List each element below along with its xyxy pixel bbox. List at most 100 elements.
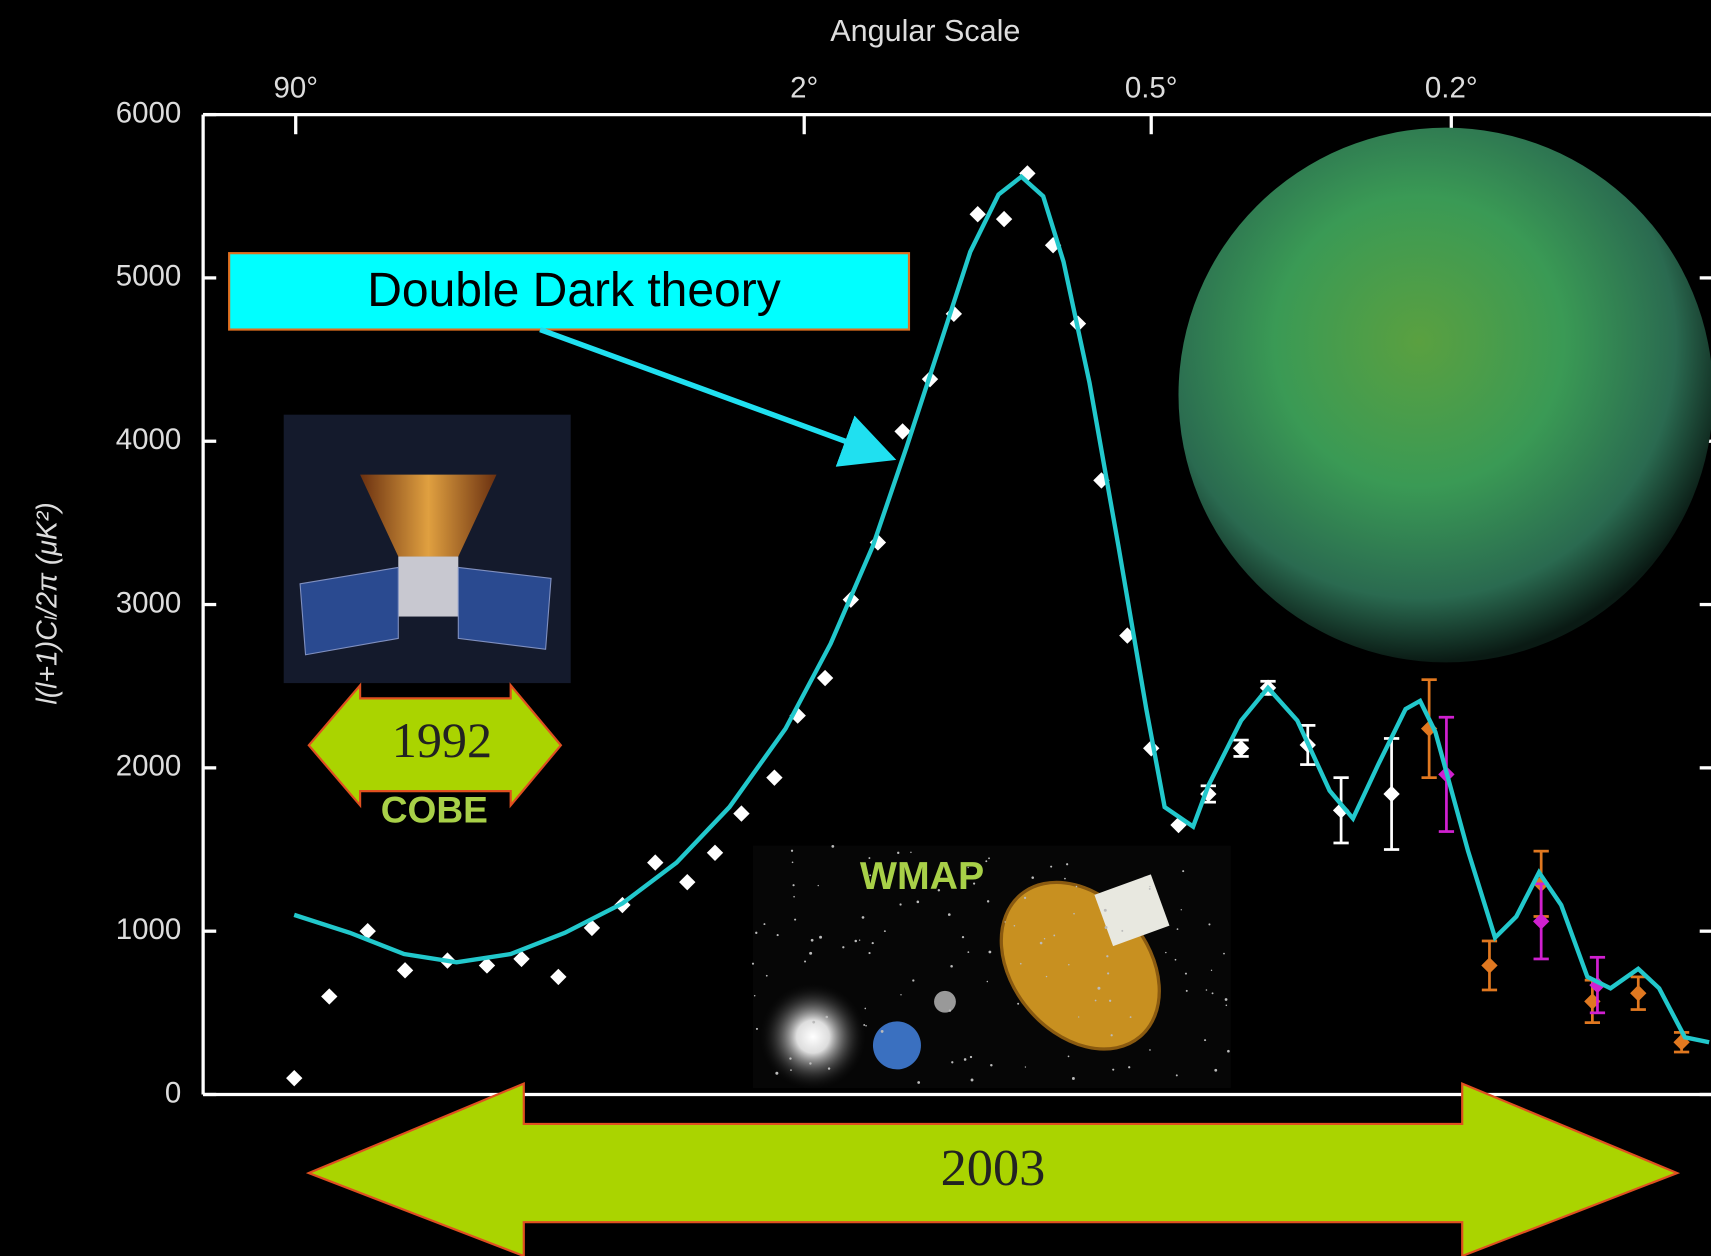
x-tick-label: 90° [273, 71, 318, 104]
star [880, 1030, 884, 1033]
star [1053, 934, 1056, 937]
star [1094, 999, 1097, 1002]
star [869, 874, 872, 877]
star [1185, 989, 1188, 992]
star [1112, 1068, 1115, 1071]
data-point [1383, 785, 1400, 803]
star [1013, 924, 1016, 927]
data-point [1232, 740, 1250, 757]
star [1227, 1049, 1230, 1053]
star [868, 857, 871, 860]
star [1182, 870, 1185, 873]
star [827, 1067, 831, 1070]
star [1149, 885, 1151, 888]
wmap-label: WMAP [860, 854, 984, 898]
star [1148, 887, 1151, 890]
star [1107, 972, 1110, 975]
star [793, 895, 795, 898]
star [948, 1009, 952, 1012]
star [1121, 929, 1124, 932]
star [1068, 963, 1070, 966]
star [789, 1057, 792, 1060]
cobe-label: COBE [381, 789, 488, 831]
y-axis-title: l(l+1)Cₗ/2π (μK²) [32, 502, 64, 704]
star [1075, 885, 1078, 888]
star [792, 884, 795, 887]
star [973, 882, 976, 885]
star [804, 960, 807, 963]
star [910, 851, 912, 854]
star [899, 903, 902, 906]
star [1129, 1016, 1132, 1019]
star [755, 1027, 759, 1030]
y-tick-label: 1000 [116, 913, 182, 946]
star [883, 930, 886, 933]
star [1110, 1034, 1113, 1037]
y-tick-label: 3000 [116, 586, 182, 619]
star [1043, 938, 1046, 940]
star [825, 1015, 829, 1019]
star [1066, 863, 1069, 866]
star [765, 974, 768, 977]
y-tick-label: 2000 [116, 750, 182, 783]
star [776, 934, 779, 937]
star [812, 1020, 816, 1024]
star [810, 938, 814, 942]
star [1017, 1002, 1020, 1005]
theory-arrow [539, 326, 897, 467]
star [951, 1061, 954, 1064]
star [1073, 912, 1075, 915]
star [985, 860, 988, 863]
wmap-picture [751, 845, 1231, 1092]
star [988, 950, 992, 954]
star [1180, 909, 1182, 911]
star [790, 849, 794, 852]
star [794, 918, 797, 921]
star [1176, 928, 1179, 931]
star [831, 845, 835, 848]
star [1078, 1016, 1080, 1018]
star [916, 900, 920, 904]
star [970, 1078, 974, 1082]
star [1064, 877, 1066, 880]
star [1019, 962, 1022, 965]
cobe-picture [283, 414, 571, 684]
star [1104, 926, 1108, 929]
star [912, 979, 915, 982]
star [1205, 989, 1208, 991]
star [1031, 876, 1034, 879]
star [842, 946, 845, 949]
wmap-arrow [305, 1081, 1681, 1256]
star [961, 935, 965, 939]
sky-map-picture [1178, 127, 1711, 663]
star [868, 951, 871, 955]
star [1214, 1068, 1218, 1072]
star [854, 939, 858, 943]
star [1103, 908, 1107, 912]
star [1106, 955, 1109, 958]
star [917, 1081, 921, 1084]
star [751, 962, 755, 965]
star [775, 1071, 779, 1075]
star [863, 1024, 866, 1026]
star [763, 923, 766, 926]
data-point [1532, 913, 1550, 930]
x-tick-label: 0.5° [1125, 71, 1178, 104]
data-point [816, 669, 834, 687]
theory-box [228, 252, 911, 331]
star [963, 1058, 967, 1061]
star [967, 866, 969, 869]
theory-label: Double Dark theory [367, 264, 781, 317]
star [791, 861, 794, 864]
data-point [1630, 985, 1647, 1002]
star [809, 951, 813, 955]
star [1208, 923, 1211, 926]
y-tick-label: 0 [165, 1076, 181, 1109]
star [1045, 975, 1048, 978]
y-tick-label: 4000 [116, 423, 182, 456]
star [969, 1055, 973, 1059]
star [1184, 972, 1187, 975]
plot-area: 0 1000 2000 3000 4000 5000 6000 90° 2° 0.5° 0.2° [116, 71, 1711, 1109]
x-tick-label: 2° [790, 71, 818, 104]
